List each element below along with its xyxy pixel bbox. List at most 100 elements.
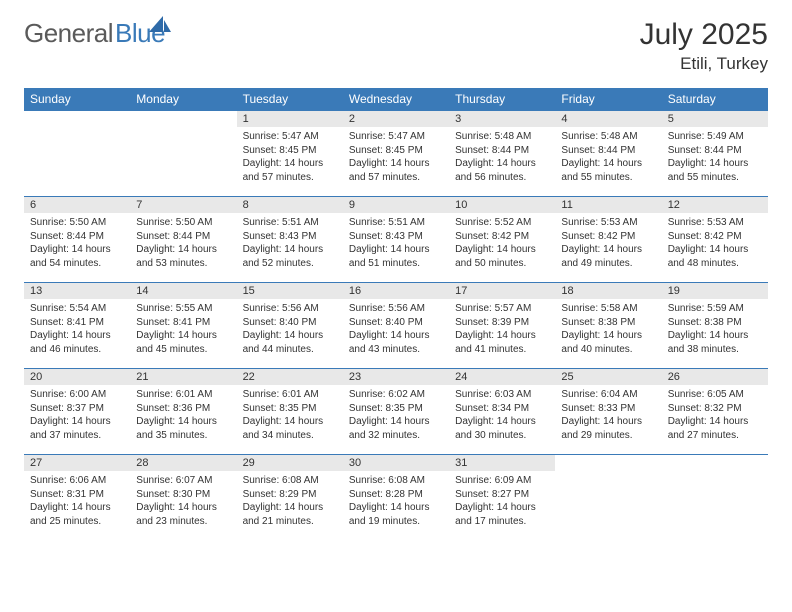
calendar-header-row: SundayMondayTuesdayWednesdayThursdayFrid… (24, 88, 768, 111)
daylight-line: Daylight: 14 hours and 27 minutes. (668, 415, 762, 442)
day-details: Sunrise: 5:57 AMSunset: 8:39 PMDaylight:… (449, 299, 555, 362)
calendar-day-cell: 21Sunrise: 6:01 AMSunset: 8:36 PMDayligh… (130, 369, 236, 455)
sunset-line: Sunset: 8:36 PM (136, 402, 230, 416)
daylight-line: Daylight: 14 hours and 57 minutes. (349, 157, 443, 184)
daylight-line: Daylight: 14 hours and 57 minutes. (243, 157, 337, 184)
calendar-day-cell: 28Sunrise: 6:07 AMSunset: 8:30 PMDayligh… (130, 455, 236, 541)
sunset-line: Sunset: 8:32 PM (668, 402, 762, 416)
sunrise-line: Sunrise: 5:49 AM (668, 130, 762, 144)
daylight-line: Daylight: 14 hours and 45 minutes. (136, 329, 230, 356)
sunrise-line: Sunrise: 5:58 AM (561, 302, 655, 316)
day-number: 12 (662, 197, 768, 213)
daylight-line: Daylight: 14 hours and 29 minutes. (561, 415, 655, 442)
day-details: Sunrise: 5:52 AMSunset: 8:42 PMDaylight:… (449, 213, 555, 276)
sunset-line: Sunset: 8:43 PM (349, 230, 443, 244)
calendar-day-cell: 20Sunrise: 6:00 AMSunset: 8:37 PMDayligh… (24, 369, 130, 455)
sunset-line: Sunset: 8:38 PM (561, 316, 655, 330)
day-details: Sunrise: 5:54 AMSunset: 8:41 PMDaylight:… (24, 299, 130, 362)
sunrise-line: Sunrise: 6:07 AM (136, 474, 230, 488)
weekday-header: Sunday (24, 88, 130, 111)
sunset-line: Sunset: 8:44 PM (455, 144, 549, 158)
day-details: Sunrise: 6:01 AMSunset: 8:36 PMDaylight:… (130, 385, 236, 448)
sunset-line: Sunset: 8:42 PM (561, 230, 655, 244)
calendar-day-cell: 25Sunrise: 6:04 AMSunset: 8:33 PMDayligh… (555, 369, 661, 455)
calendar-day-cell: 7Sunrise: 5:50 AMSunset: 8:44 PMDaylight… (130, 197, 236, 283)
day-details: Sunrise: 6:02 AMSunset: 8:35 PMDaylight:… (343, 385, 449, 448)
calendar-day-cell: 15 Sunrise: 5:56 AMSunset: 8:40 PMDayligh… (237, 283, 343, 369)
sunset-line: Sunset: 8:39 PM (455, 316, 549, 330)
sunrise-line: Sunrise: 5:48 AM (455, 130, 549, 144)
sunrise-line: Sunrise: 6:09 AM (455, 474, 549, 488)
sunset-line: Sunset: 8:41 PM (136, 316, 230, 330)
calendar-day-cell: 14Sunrise: 5:55 AMSunset: 8:41 PMDayligh… (130, 283, 236, 369)
daylight-line: Daylight: 14 hours and 51 minutes. (349, 243, 443, 270)
day-details: Sunrise: 5:51 AMSunset: 8:43 PMDaylight:… (237, 213, 343, 276)
daylight-line: Daylight: 14 hours and 53 minutes. (136, 243, 230, 270)
calendar-week-row: 20Sunrise: 6:00 AMSunset: 8:37 PMDayligh… (24, 369, 768, 455)
sunrise-line: Sunrise: 5:47 AM (349, 130, 443, 144)
sunset-line: Sunset: 8:28 PM (349, 488, 443, 502)
daylight-line: Daylight: 14 hours and 46 minutes. (30, 329, 124, 356)
calendar-day-cell: 11Sunrise: 5:53 AMSunset: 8:42 PMDayligh… (555, 197, 661, 283)
calendar-day-cell: 24Sunrise: 6:03 AMSunset: 8:34 PMDayligh… (449, 369, 555, 455)
daylight-line: Daylight: 14 hours and 54 minutes. (30, 243, 124, 270)
calendar-empty-cell (130, 111, 236, 197)
daylight-line: Daylight: 14 hours and 17 minutes. (455, 501, 549, 528)
calendar-day-cell: 30Sunrise: 6:08 AMSunset: 8:28 PMDayligh… (343, 455, 449, 541)
sunset-line: Sunset: 8:44 PM (30, 230, 124, 244)
daylight-line: Daylight: 14 hours and 43 minutes. (349, 329, 443, 356)
daylight-line: Daylight: 14 hours and 38 minutes. (668, 329, 762, 356)
day-number: 15 (237, 283, 343, 299)
day-details: Sunrise: 6:03 AMSunset: 8:34 PMDaylight:… (449, 385, 555, 448)
sunrise-line: Sunrise: 5:55 AM (136, 302, 230, 316)
day-details: Sunrise: 5:53 AMSunset: 8:42 PMDaylight:… (555, 213, 661, 276)
day-number: 22 (237, 369, 343, 385)
location: Etili, Turkey (640, 54, 768, 74)
calendar-day-cell: 29Sunrise: 6:08 AMSunset: 8:29 PMDayligh… (237, 455, 343, 541)
header: General Blue July 2025 Etili, Turkey (24, 18, 768, 74)
sunrise-line: Sunrise: 5:56 AM (243, 302, 337, 316)
sunrise-line: Sunrise: 5:54 AM (30, 302, 124, 316)
sunrise-line: Sunrise: 6:03 AM (455, 388, 549, 402)
day-number: 19 (662, 283, 768, 299)
calendar-day-cell: 5Sunrise: 5:49 AMSunset: 8:44 PMDaylight… (662, 111, 768, 197)
calendar-week-row: 6Sunrise: 5:50 AMSunset: 8:44 PMDaylight… (24, 197, 768, 283)
sunrise-line: Sunrise: 5:57 AM (455, 302, 549, 316)
day-number: 29 (237, 455, 343, 471)
sunrise-line: Sunrise: 6:06 AM (30, 474, 124, 488)
sunset-line: Sunset: 8:44 PM (561, 144, 655, 158)
sunset-line: Sunset: 8:38 PM (668, 316, 762, 330)
calendar-day-cell: 1Sunrise: 5:47 AMSunset: 8:45 PMDaylight… (237, 111, 343, 197)
sunset-line: Sunset: 8:31 PM (30, 488, 124, 502)
day-details: Sunrise: 5:59 AMSunset: 8:38 PMDaylight:… (662, 299, 768, 362)
day-number: 16 (343, 283, 449, 299)
calendar-week-row: 27Sunrise: 6:06 AMSunset: 8:31 PMDayligh… (24, 455, 768, 541)
day-number: 13 (24, 283, 130, 299)
calendar-day-cell: 16Sunrise: 5:56 AMSunset: 8:40 PMDayligh… (343, 283, 449, 369)
daylight-line: Daylight: 14 hours and 41 minutes. (455, 329, 549, 356)
sunset-line: Sunset: 8:30 PM (136, 488, 230, 502)
calendar-empty-cell (662, 455, 768, 541)
day-number: 7 (130, 197, 236, 213)
sunrise-line: Sunrise: 6:01 AM (136, 388, 230, 402)
day-number: 26 (662, 369, 768, 385)
sunrise-line: Sunrise: 5:56 AM (349, 302, 443, 316)
day-number: 25 (555, 369, 661, 385)
sunset-line: Sunset: 8:33 PM (561, 402, 655, 416)
daylight-line: Daylight: 14 hours and 44 minutes. (243, 329, 337, 356)
sunrise-line: Sunrise: 6:01 AM (243, 388, 337, 402)
calendar-day-cell: 12Sunrise: 5:53 AMSunset: 8:42 PMDayligh… (662, 197, 768, 283)
day-number: 5 (662, 111, 768, 127)
sunrise-line: Sunrise: 6:00 AM (30, 388, 124, 402)
daylight-line: Daylight: 14 hours and 40 minutes. (561, 329, 655, 356)
day-details: Sunrise: 5:48 AMSunset: 8:44 PMDaylight:… (449, 127, 555, 190)
sunset-line: Sunset: 8:40 PM (243, 316, 337, 330)
sunrise-line: Sunrise: 5:50 AM (136, 216, 230, 230)
logo: General Blue (24, 18, 165, 49)
calendar-day-cell: 17Sunrise: 5:57 AMSunset: 8:39 PMDayligh… (449, 283, 555, 369)
day-number: 1 (237, 111, 343, 127)
day-number: 30 (343, 455, 449, 471)
sunset-line: Sunset: 8:42 PM (668, 230, 762, 244)
day-number: 10 (449, 197, 555, 213)
day-details: Sunrise: 6:07 AMSunset: 8:30 PMDaylight:… (130, 471, 236, 534)
